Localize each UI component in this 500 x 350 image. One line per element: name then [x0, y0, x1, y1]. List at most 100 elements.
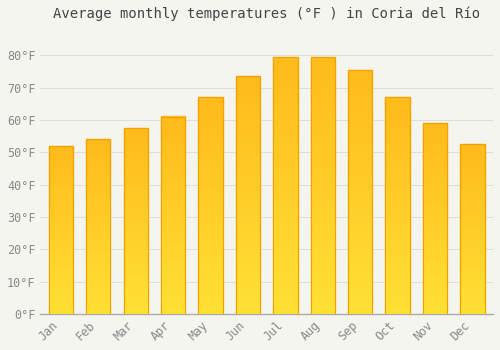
Bar — [48, 293, 73, 297]
Bar — [86, 292, 110, 296]
Bar — [460, 233, 484, 238]
Bar — [423, 237, 447, 243]
Bar — [236, 171, 260, 177]
Bar — [198, 130, 222, 135]
Bar — [48, 255, 73, 259]
Bar — [423, 194, 447, 200]
Bar — [161, 131, 186, 136]
Bar — [124, 258, 148, 263]
Bar — [310, 249, 335, 256]
Bar — [310, 127, 335, 134]
Bar — [236, 242, 260, 248]
Bar — [236, 153, 260, 160]
Bar — [273, 102, 297, 108]
Bar — [161, 176, 186, 181]
Bar — [310, 160, 335, 166]
Bar — [48, 272, 73, 276]
Bar — [48, 238, 73, 243]
Bar — [348, 143, 372, 149]
Bar — [198, 97, 222, 314]
Bar — [273, 268, 297, 275]
Bar — [198, 259, 222, 265]
Bar — [310, 217, 335, 224]
Bar — [124, 128, 148, 133]
Bar — [310, 89, 335, 96]
Bar — [161, 245, 186, 250]
Bar — [423, 147, 447, 152]
Bar — [198, 298, 222, 303]
Bar — [310, 237, 335, 243]
Bar — [310, 307, 335, 314]
Bar — [236, 308, 260, 314]
Bar — [48, 305, 73, 310]
Bar — [236, 76, 260, 82]
Bar — [460, 309, 484, 314]
Bar — [348, 246, 372, 253]
Bar — [198, 232, 222, 238]
Bar — [348, 76, 372, 82]
Bar — [236, 76, 260, 314]
Bar — [348, 216, 372, 222]
Bar — [48, 276, 73, 280]
Bar — [198, 113, 222, 119]
Bar — [161, 309, 186, 314]
Bar — [124, 290, 148, 295]
Bar — [124, 170, 148, 175]
Bar — [198, 119, 222, 125]
Bar — [348, 277, 372, 284]
Bar — [124, 281, 148, 286]
Bar — [236, 218, 260, 225]
Bar — [273, 198, 297, 205]
Bar — [124, 211, 148, 216]
Bar — [348, 173, 372, 180]
Bar — [460, 161, 484, 166]
Bar — [273, 134, 297, 140]
Bar — [198, 108, 222, 114]
Bar — [198, 265, 222, 271]
Bar — [460, 208, 484, 212]
Bar — [161, 294, 186, 299]
Bar — [386, 281, 410, 287]
Bar — [236, 94, 260, 100]
Bar — [124, 128, 148, 314]
Bar — [124, 286, 148, 290]
Bar — [348, 307, 372, 314]
Bar — [48, 246, 73, 251]
Bar — [386, 287, 410, 292]
Bar — [460, 144, 484, 148]
Bar — [423, 166, 447, 171]
Bar — [310, 191, 335, 198]
Bar — [386, 205, 410, 211]
Bar — [236, 106, 260, 112]
Bar — [124, 142, 148, 147]
Bar — [460, 224, 484, 229]
Bar — [161, 210, 186, 215]
Bar — [198, 222, 222, 227]
Bar — [310, 95, 335, 102]
Bar — [273, 237, 297, 243]
Bar — [48, 309, 73, 314]
Bar — [236, 260, 260, 266]
Bar — [273, 288, 297, 295]
Bar — [273, 121, 297, 128]
Bar — [198, 162, 222, 168]
Bar — [310, 153, 335, 160]
Bar — [273, 262, 297, 269]
Bar — [273, 275, 297, 282]
Bar — [273, 160, 297, 166]
Bar — [460, 144, 484, 314]
Bar — [386, 178, 410, 184]
Bar — [198, 140, 222, 146]
Bar — [86, 144, 110, 148]
Bar — [124, 239, 148, 244]
Bar — [460, 165, 484, 170]
Bar — [161, 220, 186, 225]
Bar — [86, 218, 110, 222]
Bar — [386, 303, 410, 308]
Bar — [348, 289, 372, 296]
Bar — [273, 108, 297, 115]
Bar — [460, 301, 484, 306]
Bar — [460, 263, 484, 267]
Bar — [198, 281, 222, 287]
Bar — [310, 82, 335, 89]
